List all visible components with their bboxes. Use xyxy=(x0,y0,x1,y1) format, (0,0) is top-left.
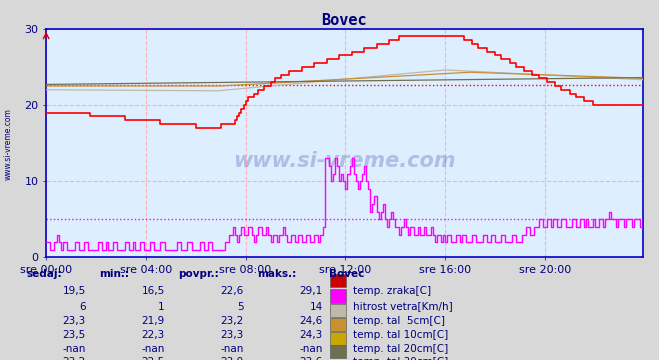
Text: 6: 6 xyxy=(79,302,86,311)
Text: -nan: -nan xyxy=(142,344,165,354)
Bar xyxy=(330,303,346,317)
Text: 22,6: 22,6 xyxy=(221,287,244,296)
Text: 22,5: 22,5 xyxy=(142,357,165,360)
Text: www.si-vreme.com: www.si-vreme.com xyxy=(233,152,455,171)
Text: 14: 14 xyxy=(310,302,323,311)
Bar xyxy=(330,345,346,358)
Text: temp. tal  5cm[C]: temp. tal 5cm[C] xyxy=(353,316,445,326)
Text: 23,3: 23,3 xyxy=(63,316,86,326)
Text: -nan: -nan xyxy=(300,344,323,354)
Text: 29,1: 29,1 xyxy=(300,287,323,296)
Text: temp. tal 30cm[C]: temp. tal 30cm[C] xyxy=(353,357,448,360)
Text: 22,3: 22,3 xyxy=(142,330,165,340)
Text: temp. tal 20cm[C]: temp. tal 20cm[C] xyxy=(353,344,448,354)
Text: 23,3: 23,3 xyxy=(221,330,244,340)
Text: povpr.:: povpr.: xyxy=(178,269,219,279)
Text: 23,5: 23,5 xyxy=(63,330,86,340)
Text: 1: 1 xyxy=(158,302,165,311)
Text: 24,6: 24,6 xyxy=(300,316,323,326)
Text: -nan: -nan xyxy=(63,344,86,354)
Text: sedaj:: sedaj: xyxy=(26,269,62,279)
Text: 24,3: 24,3 xyxy=(300,330,323,340)
Text: temp. zraka[C]: temp. zraka[C] xyxy=(353,287,431,296)
Text: 19,5: 19,5 xyxy=(63,287,86,296)
Bar xyxy=(330,318,346,331)
Text: Bovec: Bovec xyxy=(330,269,365,279)
Text: 16,5: 16,5 xyxy=(142,287,165,296)
Text: hitrost vetra[Km/h]: hitrost vetra[Km/h] xyxy=(353,302,452,311)
Title: Bovec: Bovec xyxy=(322,13,367,28)
Text: maks.:: maks.: xyxy=(257,269,297,279)
Bar xyxy=(330,274,346,287)
Text: www.si-vreme.com: www.si-vreme.com xyxy=(3,108,13,180)
Text: temp. tal 10cm[C]: temp. tal 10cm[C] xyxy=(353,330,448,340)
Text: 23,2: 23,2 xyxy=(63,357,86,360)
Text: 21,9: 21,9 xyxy=(142,316,165,326)
Text: 23,6: 23,6 xyxy=(300,357,323,360)
Bar xyxy=(330,289,346,302)
Text: 23,2: 23,2 xyxy=(221,316,244,326)
Bar xyxy=(330,332,346,345)
Text: 5: 5 xyxy=(237,302,244,311)
Text: min.:: min.: xyxy=(99,269,129,279)
Text: 23,0: 23,0 xyxy=(221,357,244,360)
Text: -nan: -nan xyxy=(221,344,244,354)
